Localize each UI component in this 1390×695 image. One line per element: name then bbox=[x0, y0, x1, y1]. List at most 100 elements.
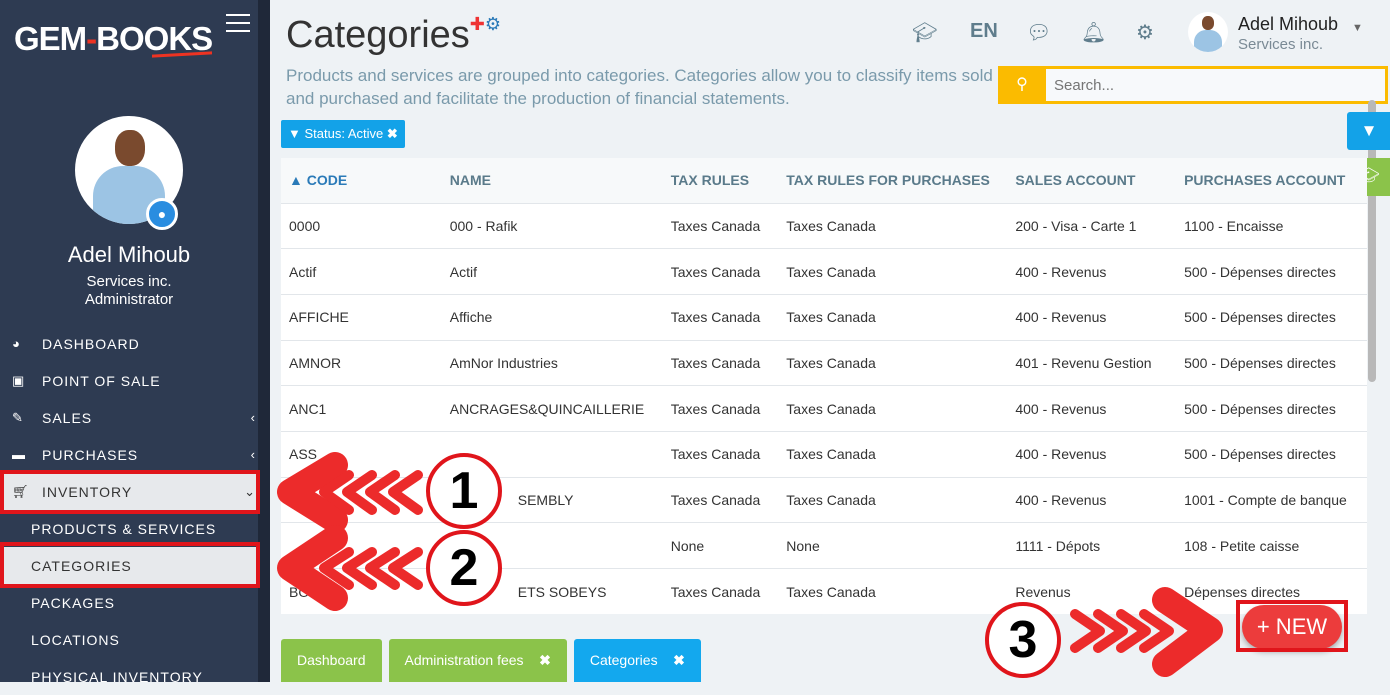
graduation-cap-icon[interactable]: 🎓︎ bbox=[912, 22, 938, 44]
sidebar-subitem-locations[interactable]: LOCATIONS bbox=[31, 631, 120, 648]
search-input[interactable] bbox=[1043, 69, 1385, 101]
table-cell: 401 - Revenu Gestion bbox=[1007, 339, 1177, 386]
sidebar-subitem-products[interactable]: PRODUCTS & SERVICES bbox=[31, 520, 217, 537]
table-cell: None bbox=[662, 522, 779, 569]
cart-icon: 🛒︎ bbox=[12, 483, 30, 499]
table-cell: 0000 bbox=[281, 202, 442, 249]
table-cell: Taxes Canada bbox=[662, 430, 779, 478]
user-company: Services inc. bbox=[86, 273, 172, 290]
column-header[interactable]: TAX RULES bbox=[662, 158, 779, 203]
tab-administration-fees[interactable]: Administration fees ✖ bbox=[388, 639, 567, 682]
table-cell: Taxes Canada bbox=[778, 430, 1008, 478]
table-cell: Taxes Canada bbox=[778, 293, 1008, 341]
sidebar-item-sales[interactable]: ✎ SALES ‹ bbox=[12, 409, 256, 426]
table-cell: 500 - Dépenses directes bbox=[1176, 385, 1367, 432]
bell-icon[interactable]: 🔔︎ bbox=[1081, 22, 1107, 44]
column-header[interactable]: NAME bbox=[441, 158, 663, 203]
filter-button[interactable]: ▼ bbox=[1347, 112, 1390, 150]
dashboard-icon: ◕ bbox=[12, 336, 21, 351]
table-cell: 1100 - Encaisse bbox=[1176, 202, 1367, 249]
table-cell: Taxes Canada bbox=[778, 385, 1008, 432]
status-filter-chip[interactable]: ▼ Status: Active ✖ bbox=[281, 120, 405, 148]
categories-table: ▲ CODE NAME TAX RULES TAX RULES FOR PURCHAS… bbox=[281, 158, 1367, 615]
column-header[interactable]: SALES ACCOUNT bbox=[1007, 158, 1177, 203]
sidebar-item-inventory[interactable]: 🛒︎ INVENTORY ⌄ bbox=[0, 473, 258, 510]
language-selector[interactable]: EN bbox=[970, 20, 998, 42]
settings-icon[interactable]: ⚙ bbox=[1136, 22, 1154, 44]
tab-categories[interactable]: Categories ✖ bbox=[573, 639, 701, 682]
page-title: Categories✚⚙ bbox=[286, 14, 501, 56]
column-header[interactable]: TAX RULES FOR PURCHASES bbox=[778, 158, 1008, 203]
search-icon[interactable]: ⚲ bbox=[1001, 69, 1043, 101]
logo[interactable]: GEM-BOOKS bbox=[14, 20, 213, 57]
table-cell: Taxes Canada bbox=[662, 339, 779, 386]
table-cell: 108 - Petite caisse bbox=[1176, 522, 1367, 569]
table-cell: Taxes Canada bbox=[662, 293, 779, 341]
table-cell: 500 - Dépenses directes bbox=[1176, 430, 1367, 478]
highlight-inventory bbox=[0, 470, 260, 514]
table-cell: Taxes Canada bbox=[662, 568, 779, 615]
sidebar-subitem-physical-inventory[interactable]: PHYSICAL INVENTORY bbox=[31, 668, 203, 685]
scrollbar[interactable] bbox=[1368, 100, 1376, 382]
annotation-step-1: 1 bbox=[426, 453, 502, 529]
table-cell: Taxes Canada bbox=[778, 476, 1008, 523]
sidebar-item-purchases[interactable]: ▬ PURCHASES ‹ bbox=[12, 446, 256, 463]
table-cell: Taxes Canada bbox=[662, 248, 779, 295]
table-row[interactable]: BO ETS SOBEYS Taxes Canada Taxes Canada Reve… bbox=[281, 568, 1367, 615]
close-icon[interactable]: ✖ bbox=[539, 652, 551, 668]
table-row[interactable]: AFFICHE Affiche Taxes Canada Taxes Canada 40… bbox=[281, 293, 1367, 341]
sidebar-item-pos[interactable]: ▣ POINT OF SALE bbox=[12, 372, 161, 389]
edit-icon: ✎ bbox=[12, 409, 24, 425]
header-user-company: Services inc. bbox=[1238, 36, 1324, 53]
table-cell: Taxes Canada bbox=[778, 248, 1008, 295]
gear-icon[interactable]: ⚙ bbox=[484, 14, 501, 34]
column-header[interactable]: ▲ CODE bbox=[281, 158, 442, 203]
table-row[interactable]: 0000 000 - Rafik Taxes Canada Taxes Canada 2… bbox=[281, 202, 1367, 249]
sidebar-subitem-categories[interactable]: CATEGORIES bbox=[0, 547, 258, 584]
money-icon: ▣ bbox=[12, 372, 26, 388]
table-cell: Actif bbox=[441, 248, 663, 295]
table-row[interactable]: AMNOR AmNor Industries Taxes Canada Taxes C… bbox=[281, 339, 1367, 386]
add-icon[interactable]: ✚ bbox=[469, 14, 485, 34]
table-cell: 500 - Dépenses directes bbox=[1176, 339, 1367, 386]
table-cell: 400 - Revenus bbox=[1007, 476, 1177, 523]
table-cell: 1111 - Dépots bbox=[1007, 522, 1177, 569]
user-name: Adel Mihoub bbox=[67, 242, 191, 267]
table-cell: Taxes Canada bbox=[778, 568, 1008, 615]
header-avatar[interactable] bbox=[1188, 12, 1228, 52]
table-cell: AmNor Industries bbox=[441, 339, 663, 386]
sidebar: GEM-BOOKS ● Adel Mihoub Services inc. Ad… bbox=[0, 0, 258, 685]
table-cell: 200 - Visa - Carte 1 bbox=[1007, 202, 1177, 249]
table-cell: 500 - Dépenses directes bbox=[1176, 248, 1367, 295]
sidebar-item-dashboard[interactable]: ◕ DASHBOARD bbox=[12, 335, 140, 352]
header-user-name[interactable]: Adel Mihoub bbox=[1238, 14, 1339, 34]
table-cell: ANC1 bbox=[281, 385, 442, 432]
table-cell: 500 - Dépenses directes bbox=[1176, 293, 1367, 341]
search-box: ⚲ bbox=[998, 66, 1388, 104]
page-description: Products and services are grouped into c… bbox=[286, 66, 993, 108]
highlight-categories bbox=[0, 542, 260, 588]
user-role: Administrator bbox=[84, 291, 174, 308]
credit-card-icon: ▬ bbox=[12, 447, 26, 462]
new-button[interactable]: + NEW bbox=[1242, 605, 1342, 649]
sidebar-subitem-packages[interactable]: PACKAGES bbox=[31, 594, 115, 611]
table-cell: Taxes Canada bbox=[778, 202, 1008, 249]
tab-dashboard[interactable]: Dashboard bbox=[281, 639, 382, 682]
open-tabs: Dashboard Administration fees ✖ Categori… bbox=[281, 639, 701, 682]
table-row[interactable]: ANC1 ANCRAGES&QUINCAILLERIE Taxes Canada Ta… bbox=[281, 385, 1367, 432]
close-icon[interactable]: ✖ bbox=[673, 652, 685, 668]
table-cell: 400 - Revenus bbox=[1007, 248, 1177, 295]
table-row[interactable]: Actif Actif Taxes Canada Taxes Canada 400 - … bbox=[281, 248, 1367, 295]
table-cell: Taxes Canada bbox=[662, 385, 779, 432]
chevron-down-icon[interactable]: ▼ bbox=[1352, 22, 1363, 34]
table-cell: AMNOR bbox=[281, 339, 442, 386]
table-cell: Taxes Canada bbox=[662, 476, 779, 523]
close-icon[interactable]: ✖ bbox=[386, 126, 398, 141]
column-header[interactable]: PURCHASES ACCOUNT bbox=[1176, 158, 1367, 203]
chat-icon[interactable]: 💬︎ bbox=[1026, 22, 1052, 44]
table-cell: 400 - Revenus bbox=[1007, 385, 1177, 432]
table-cell: 000 - Rafik bbox=[441, 202, 663, 249]
sidebar-scrollbar[interactable] bbox=[258, 0, 270, 682]
menu-toggle-icon[interactable] bbox=[226, 14, 250, 38]
